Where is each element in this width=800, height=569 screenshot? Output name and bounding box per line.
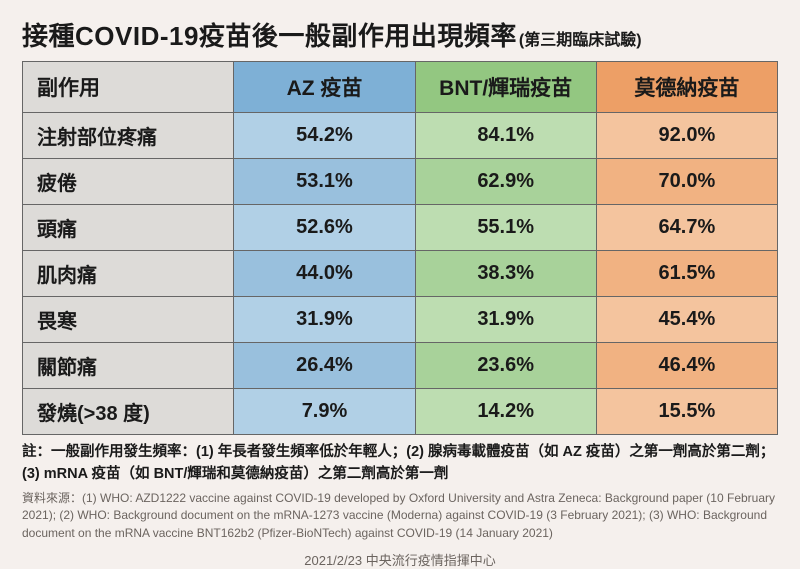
cell-value: 70.0% xyxy=(596,159,777,205)
row-label: 關節痛 xyxy=(23,343,234,389)
notes-text: 註：一般副作用發生頻率：(1) 年長者發生頻率低於年輕人；(2) 腺病毒載體疫苗… xyxy=(22,441,778,486)
cell-value: 45.4% xyxy=(596,297,777,343)
cell-value: 55.1% xyxy=(415,205,596,251)
cell-value: 92.0% xyxy=(596,113,777,159)
cell-value: 23.6% xyxy=(415,343,596,389)
cell-value: 54.2% xyxy=(234,113,415,159)
title-row: 接種COVID-19疫苗後一般副作用出現頻率 (第三期臨床試驗) xyxy=(22,16,778,53)
table-row: 頭痛52.6%55.1%64.7% xyxy=(23,205,778,251)
row-label: 頭痛 xyxy=(23,205,234,251)
cell-value: 44.0% xyxy=(234,251,415,297)
table-row: 肌肉痛44.0%38.3%61.5% xyxy=(23,251,778,297)
cell-value: 38.3% xyxy=(415,251,596,297)
sources-text: 資料來源：(1) WHO: AZD1222 vaccine against CO… xyxy=(22,490,778,542)
table-row: 畏寒31.9%31.9%45.4% xyxy=(23,297,778,343)
cell-value: 26.4% xyxy=(234,343,415,389)
side-effects-table: 副作用 AZ 疫苗 BNT/輝瑞疫苗 莫德納疫苗 注射部位疼痛54.2%84.1… xyxy=(22,61,778,435)
cell-value: 61.5% xyxy=(596,251,777,297)
cell-value: 46.4% xyxy=(596,343,777,389)
col-header-bnt: BNT/輝瑞疫苗 xyxy=(415,62,596,113)
row-label: 發燒(>38 度) xyxy=(23,389,234,435)
cell-value: 53.1% xyxy=(234,159,415,205)
subtitle: (第三期臨床試驗) xyxy=(519,26,642,50)
cell-value: 84.1% xyxy=(415,113,596,159)
col-header-side-effect: 副作用 xyxy=(23,62,234,113)
row-label: 注射部位疼痛 xyxy=(23,113,234,159)
row-label: 肌肉痛 xyxy=(23,251,234,297)
row-label: 疲倦 xyxy=(23,159,234,205)
table-row: 關節痛26.4%23.6%46.4% xyxy=(23,343,778,389)
cell-value: 31.9% xyxy=(415,297,596,343)
table-row: 疲倦53.1%62.9%70.0% xyxy=(23,159,778,205)
row-label: 畏寒 xyxy=(23,297,234,343)
cell-value: 62.9% xyxy=(415,159,596,205)
cell-value: 52.6% xyxy=(234,205,415,251)
col-header-az: AZ 疫苗 xyxy=(234,62,415,113)
col-header-moderna: 莫德納疫苗 xyxy=(596,62,777,113)
cell-value: 64.7% xyxy=(596,205,777,251)
table-row: 發燒(>38 度)7.9%14.2%15.5% xyxy=(23,389,778,435)
table-header-row: 副作用 AZ 疫苗 BNT/輝瑞疫苗 莫德納疫苗 xyxy=(23,62,778,113)
cell-value: 15.5% xyxy=(596,389,777,435)
cell-value: 31.9% xyxy=(234,297,415,343)
main-title: 接種COVID-19疫苗後一般副作用出現頻率 xyxy=(22,16,517,53)
cell-value: 7.9% xyxy=(234,389,415,435)
table-row: 注射部位疼痛54.2%84.1%92.0% xyxy=(23,113,778,159)
footer-text: 2021/2/23 中央流行疫情指揮中心 xyxy=(22,550,778,569)
cell-value: 14.2% xyxy=(415,389,596,435)
